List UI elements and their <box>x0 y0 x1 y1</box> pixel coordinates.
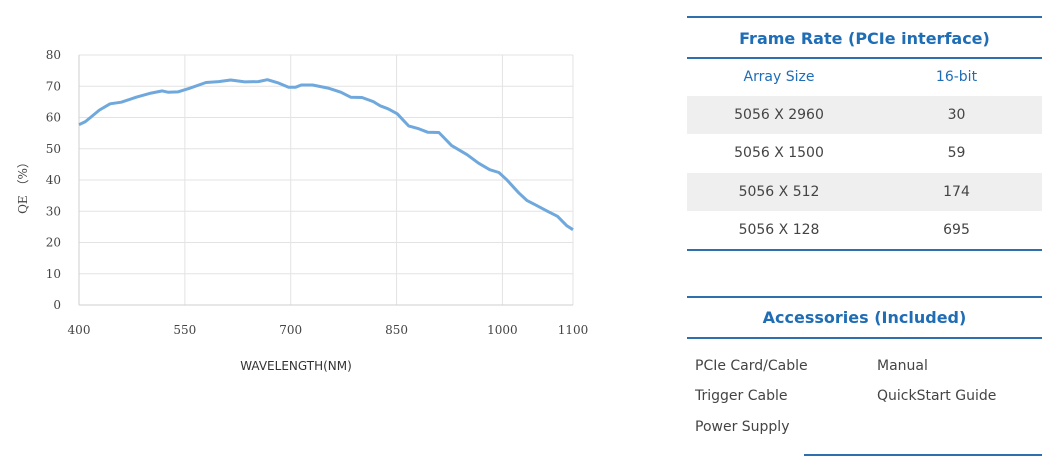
y-tick-label: 30 <box>46 204 61 218</box>
x-axis-label: WAVELENGTH(NM) <box>240 359 352 373</box>
array-size-cell: 5056 X 512 <box>738 184 820 200</box>
qe-series-line <box>78 78 574 231</box>
accessory-item: Power Supply <box>695 419 790 435</box>
divider <box>687 16 1042 18</box>
y-tick-label: 80 <box>46 48 61 62</box>
accessory-item: Trigger Cable <box>695 388 788 404</box>
accessories-title: Accessories (Included) <box>762 308 967 327</box>
array-size-cell: 5056 X 2960 <box>734 107 824 123</box>
header-array-size: Array Size <box>743 69 815 85</box>
y-tick-label: 0 <box>53 298 61 312</box>
x-tick-label: 550 <box>173 323 196 337</box>
table-row: 5056 X 2960 30 <box>687 96 1042 134</box>
accessory-item: QuickStart Guide <box>877 388 997 404</box>
y-tick-label: 10 <box>46 267 61 281</box>
header-16bit: 16-bit <box>935 69 978 85</box>
frame-rate-table: Frame Rate (PCIe interface) Array Size 1… <box>687 0 1042 260</box>
divider <box>687 249 1042 251</box>
accessory-item: Manual <box>877 358 928 374</box>
divider <box>804 454 1042 456</box>
array-size-cell: 5056 X 1500 <box>734 145 824 161</box>
array-size-cell: 5056 X 128 <box>738 222 820 238</box>
fps-cell: 174 <box>943 184 970 200</box>
divider <box>687 57 1042 59</box>
divider <box>687 296 1042 298</box>
y-tick-label: 20 <box>46 236 61 250</box>
y-tick-label: 40 <box>46 173 61 187</box>
fps-cell: 695 <box>943 222 970 238</box>
accessories-section: Accessories (Included) PCIe Card/Cable T… <box>687 0 1042 461</box>
x-tick-label: 400 <box>68 323 91 337</box>
divider <box>687 337 1042 339</box>
y-axis-label: QE （%） <box>16 156 30 214</box>
fps-cell: 59 <box>947 145 966 161</box>
y-tick-label: 70 <box>46 79 61 93</box>
qe-chart: 0 10 20 30 40 50 60 70 80 400 550 700 850 1000 1100 QE … <box>16 48 589 337</box>
table-row: 5056 X 1500 59 <box>687 134 1042 172</box>
x-tick-label: 850 <box>385 323 408 337</box>
accessory-item: PCIe Card/Cable <box>695 358 808 374</box>
x-tick-label: 1000 <box>487 323 518 337</box>
frame-rate-title: Frame Rate (PCIe interface) <box>739 29 990 48</box>
x-tick-label: 700 <box>279 323 302 337</box>
fps-cell: 30 <box>947 107 966 123</box>
y-tick-label: 60 <box>46 111 61 125</box>
x-tick-label: 1100 <box>558 323 589 337</box>
table-row: 5056 X 512 174 <box>687 173 1042 211</box>
y-tick-label: 50 <box>46 142 61 156</box>
table-header: Array Size 16-bit <box>687 58 1042 96</box>
table-row: 5056 X 128 695 <box>687 211 1042 249</box>
